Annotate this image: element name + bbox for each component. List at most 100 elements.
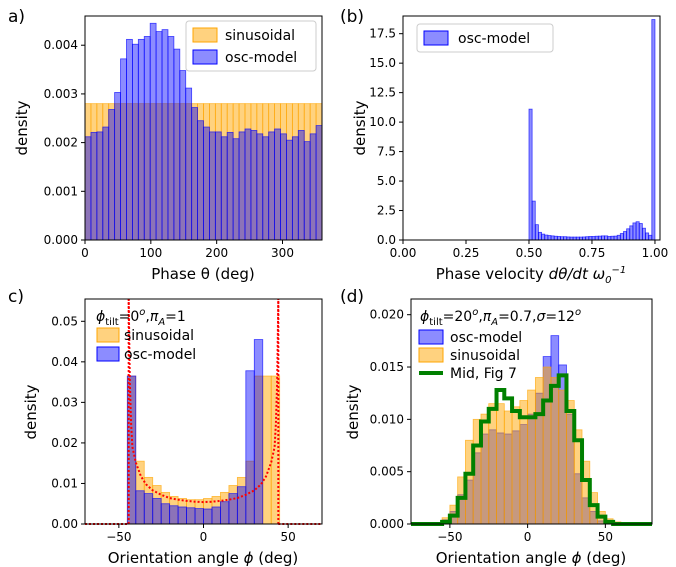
panel-c-x-tick-0: −50 <box>106 530 131 544</box>
panel-c-x-ticks: −50 0 50 <box>106 524 296 544</box>
panel-a-x-tick-3: 300 <box>271 246 294 260</box>
panel-a-bar-osc-model-18 <box>191 107 198 241</box>
panel-b-bar-osc-model-22 <box>597 235 602 241</box>
panel-c-bar-osc-model-11 <box>220 501 230 525</box>
panel-d-bar-sinusoidal-12 <box>503 410 513 525</box>
panel-a-bar-osc-model-36 <box>297 130 305 241</box>
panel-a-bar-osc-model-21 <box>209 131 216 241</box>
panel-c-legend-sinusoidal: sinusoidal <box>124 328 194 344</box>
panel-a-bar-osc-model-37 <box>303 141 311 241</box>
panel-a-y-label: density <box>13 100 31 155</box>
panel-a-bar-osc-model-8 <box>131 43 139 241</box>
panel-a-y-tick-1: 0.001 <box>44 184 78 198</box>
panel-b-x-tick-0: 0.00 <box>390 246 417 260</box>
panel-b-x-ticks: 0.00 0.25 0.50 0.75 1.00 <box>390 240 669 260</box>
panel-c-legend: sinusoidal osc-model <box>96 327 196 363</box>
panel-b-y-tick-4: 10.0 <box>369 115 396 129</box>
panel-b-bar-osc-model-3 <box>538 231 542 241</box>
panel-b-bar-osc-model-30 <box>623 231 628 241</box>
panel-a-bar-osc-model-39 <box>315 125 323 241</box>
panel-d-y-tick-0: 0.000 <box>370 517 404 531</box>
panel-a-bar-osc-model-15 <box>173 48 181 241</box>
panel-c-y-tick-2: 0.02 <box>51 436 78 450</box>
panel-d-y-label: density <box>344 384 362 439</box>
panel-a-bar-osc-model-32 <box>274 128 281 241</box>
panel-b-bar-osc-model-33 <box>632 222 637 241</box>
panel-c-bar-osc-model-1 <box>135 490 145 525</box>
panel-a-bar-osc-model-22 <box>214 131 222 241</box>
panel-d-annotation: ϕtilt=20o,πA=0.7,σ=12o <box>420 307 581 328</box>
panel-a-bar-osc-model-30 <box>262 136 270 241</box>
panel-c-bar-osc-model-15 <box>253 339 264 525</box>
panel-c-bar-osc-model-2 <box>143 493 154 525</box>
panel-d-bar-sinusoidal-13 <box>511 406 521 525</box>
panel-b-legend-swatch-osc-model <box>423 30 449 46</box>
panel-d-y-tick-4: 0.020 <box>370 308 404 322</box>
panel-a-bar-osc-model-35 <box>291 136 299 241</box>
panel-c-annotation: ϕtilt=0o,πA=1 <box>96 307 186 328</box>
panel-b-label: (b) <box>340 7 364 27</box>
panel-b-bar-osc-model-9 <box>556 236 561 241</box>
panel-a-bar-osc-model-4 <box>108 109 116 241</box>
panel-b-bar-osc-model-29 <box>619 233 624 241</box>
panel-b-bar-osc-model-32 <box>629 225 634 241</box>
panel-a-x-tick-0: 0 <box>81 246 89 260</box>
panel-c-bar-osc-model-7 <box>186 507 196 525</box>
panel-b-x-tick-2: 0.50 <box>516 246 543 260</box>
panel-b-y-tick-5: 12.5 <box>369 86 396 100</box>
panel-a-bar-osc-model-33 <box>280 133 287 241</box>
panel-b-bar-osc-model-26 <box>610 235 615 241</box>
panel-b-bar-osc-model-19 <box>588 236 593 241</box>
panel-b-bar-osc-model-6 <box>547 235 552 241</box>
panel-a-bar-osc-model-26 <box>238 131 246 241</box>
panel-d-y-tick-1: 0.005 <box>370 465 404 479</box>
panel-c-bar-osc-model-5 <box>169 505 179 525</box>
panel-b-y-tick-7: 17.5 <box>369 27 396 41</box>
panel-a-bar-osc-model-31 <box>268 131 276 241</box>
panel-d-label: (d) <box>340 287 364 307</box>
panel-b-y-ticks: 0.0 2.5 5.0 7.5 10.0 12.5 15.0 17.5 <box>369 27 403 247</box>
panel-a-x-label: Phase θ (deg) <box>151 265 254 283</box>
panel-b-bar-osc-model-0 <box>528 108 533 241</box>
panel-b-bar-osc-model-7 <box>550 235 555 241</box>
panel-c-bar-osc-model-14 <box>245 370 255 525</box>
panel-d: (d) −50 0 50 0.000 0.005 0.010 0.015 0.020 Ori… <box>340 287 653 567</box>
panel-a-bar-osc-model-10 <box>143 36 151 241</box>
panel-b-plot-frame <box>402 15 661 241</box>
panel-a: a) 0 100 200 300 0.0000.0010.0020.0030.004 … <box>8 7 323 283</box>
panel-b-bar-osc-model-24 <box>604 235 609 241</box>
panel-c-y-tick-5: 0.05 <box>51 314 78 328</box>
panel-b-x-tick-1: 0.25 <box>453 246 480 260</box>
panel-a-label: a) <box>8 7 25 27</box>
panel-d-y-tick-3: 0.015 <box>370 360 404 374</box>
panel-a-bar-osc-model-34 <box>286 139 293 241</box>
panel-c-curve-curve <box>127 298 280 504</box>
panel-a-bar-osc-model-25 <box>232 138 240 241</box>
panel-a-legend-sinusoidal: sinusoidal <box>225 28 295 44</box>
panel-a-bar-osc-model-6 <box>120 58 127 241</box>
panel-a-bars <box>84 22 323 241</box>
panel-b-x-tick-4: 1.00 <box>642 246 669 260</box>
panel-d-x-ticks: −50 0 50 <box>437 524 613 544</box>
panel-a-bar-osc-model-28 <box>250 130 258 241</box>
panel-b-x-tick-3: 0.75 <box>579 246 606 260</box>
panel-a-bar-osc-model-27 <box>244 128 252 241</box>
panel-c-y-tick-1: 0.01 <box>51 476 78 490</box>
panel-d-legend-mid-fig7: Mid, Fig 7 <box>450 366 517 382</box>
panel-c-bar-osc-model-4 <box>160 503 171 525</box>
panel-b-y-tick-1: 2.5 <box>377 204 396 218</box>
panel-a-y-tick-4: 0.004 <box>44 38 78 52</box>
panel-c-bar-osc-model-10 <box>211 506 221 525</box>
panel-d-bar-sinusoidal-11 <box>496 403 505 525</box>
panel-a-y-tick-2: 0.002 <box>44 136 78 150</box>
panel-b-bar-osc-model-1 <box>531 200 536 241</box>
panel-a-bar-osc-model-13 <box>161 29 169 241</box>
panel-d-legend-swatch-osc-model <box>418 329 444 345</box>
panel-a-bar-osc-model-38 <box>309 133 317 241</box>
panel-d-plot-frame <box>410 298 653 525</box>
panel-d-x-tick-0: −50 <box>437 530 462 544</box>
panel-b-bar-osc-model-2 <box>534 224 539 241</box>
panel-a-bar-osc-model-14 <box>167 36 175 241</box>
panel-b-bar-osc-model-5 <box>544 234 549 241</box>
